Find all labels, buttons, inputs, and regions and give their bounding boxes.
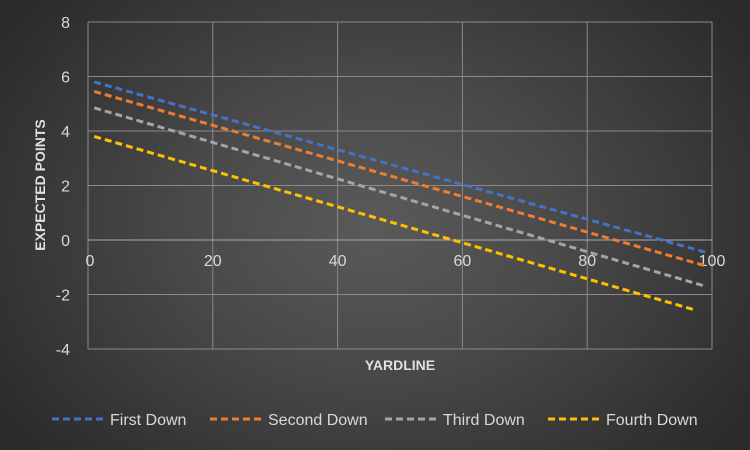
x-axis-ticks: 0 20 40 60 80 100 — [86, 253, 726, 270]
y-axis-ticks: -4 -2 0 2 4 6 8 — [56, 15, 70, 359]
series-lines — [93, 80, 707, 311]
legend-label-1: Second Down — [268, 412, 368, 429]
series-line-0 — [93, 80, 707, 254]
x-tick-label-3: 60 — [454, 253, 472, 270]
x-axis-title: YARDLINE — [365, 357, 435, 373]
y-tick-label-6: 8 — [61, 15, 70, 32]
legend: First Down Second Down Third Down Fourth Do… — [52, 412, 698, 429]
grid — [87, 21, 713, 350]
y-tick-label-5: 6 — [61, 70, 70, 87]
y-tick-label-4: 4 — [61, 124, 70, 141]
x-tick-label-5: 100 — [699, 253, 726, 270]
y-tick-label-2: 0 — [61, 233, 70, 250]
x-tick-label-4: 80 — [578, 253, 596, 270]
series-line-3 — [93, 135, 694, 311]
y-tick-label-3: 2 — [61, 179, 70, 196]
legend-label-2: Third Down — [443, 412, 525, 429]
x-tick-label-0: 0 — [86, 253, 95, 270]
y-tick-label-1: -2 — [56, 288, 70, 305]
x-tick-label-1: 20 — [204, 253, 222, 270]
series-line-2 — [93, 106, 707, 288]
legend-label-3: Fourth Down — [606, 412, 698, 429]
legend-label-0: First Down — [110, 412, 186, 429]
series-line-1 — [93, 90, 707, 268]
y-tick-label-0: -4 — [56, 342, 70, 359]
y-axis-title: EXPECTED POINTS — [32, 119, 48, 250]
x-tick-label-2: 40 — [329, 253, 347, 270]
